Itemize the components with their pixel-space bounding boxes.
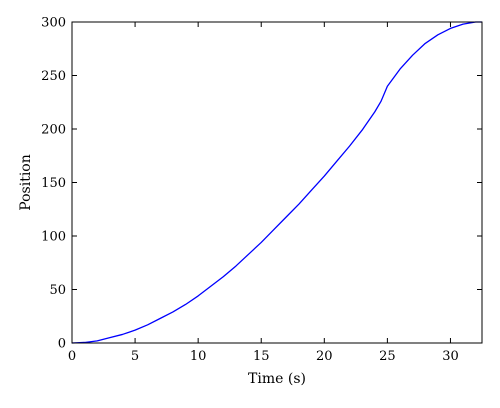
x-tick-label: 5 [131, 349, 139, 364]
series-group [71, 21, 482, 344]
y-tick-label: 0 [58, 337, 66, 352]
x-tick-label: 30 [442, 349, 459, 364]
y-tick-label: 150 [41, 176, 66, 191]
x-tick-label: 10 [190, 349, 207, 364]
y-tick-label: 250 [41, 69, 66, 84]
y-axis-label: Position [18, 154, 34, 211]
x-tick-label: 25 [379, 349, 396, 364]
x-tick-label: 15 [253, 349, 270, 364]
x-tick-label: 0 [68, 349, 76, 364]
x-axis-label: Time (s) [248, 371, 306, 387]
y-tick-label: 100 [41, 230, 66, 245]
x-axis-ticks: 0 5 10 15 20 25 30 [68, 22, 459, 364]
y-tick-label: 300 [41, 16, 66, 31]
x-tick-label: 20 [316, 349, 333, 364]
y-axis-ticks: 0 50 100 150 200 250 300 [41, 16, 482, 352]
plot-frame [71, 21, 483, 344]
series-line [71, 21, 482, 344]
y-tick-label: 200 [41, 123, 66, 138]
plot-area: 0 5 10 15 20 25 30 0 50 100 150 200 250 300 [41, 16, 483, 364]
y-tick-label: 50 [49, 283, 66, 298]
